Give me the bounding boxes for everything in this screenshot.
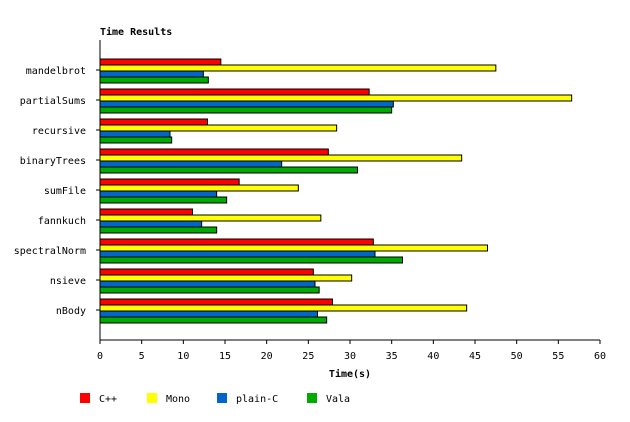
- bar-mandelbrot-plain-c: [99, 70, 204, 78]
- x-tick-label: 30: [344, 351, 356, 362]
- bar-spectralNorm-plain-c: [99, 250, 376, 258]
- x-tick-label: 20: [261, 351, 273, 362]
- x-axis-label: Time(s): [329, 368, 371, 380]
- bar-fannkuch-vala: [99, 226, 218, 234]
- category-label: recursive: [32, 126, 86, 137]
- bar-nsieve-mono: [99, 274, 353, 282]
- bar-nBody-mono: [99, 304, 468, 312]
- x-tick-label: 60: [594, 351, 606, 362]
- tick-labels: 0 5 10 15 20 25 30 35 40 45 50 55 60: [97, 351, 606, 362]
- bar-partialSums-mono: [99, 94, 573, 102]
- bar-nBody-vala: [99, 316, 328, 324]
- x-tick-label: 55: [552, 351, 564, 362]
- category-label: partialSums: [20, 96, 86, 107]
- axes-group: [96, 40, 601, 344]
- bar-sumFile-c-: [99, 178, 240, 186]
- bar-binaryTrees-mono: [99, 154, 463, 162]
- bar-sumFile-plain-c: [99, 190, 218, 198]
- bar-sumFile-mono: [99, 184, 299, 192]
- legend-label-vala: Vala: [326, 394, 350, 405]
- bars-group: [99, 58, 573, 324]
- bar-recursive-vala: [99, 136, 173, 144]
- category-label: binaryTrees: [20, 156, 86, 167]
- x-tick-label: 50: [511, 351, 523, 362]
- bar-fannkuch-mono: [99, 214, 322, 222]
- bar-partialSums-c-: [99, 88, 370, 96]
- bar-recursive-plain-c: [99, 130, 171, 138]
- bar-mandelbrot-mono: [99, 64, 497, 72]
- bar-nsieve-plain-c: [99, 280, 316, 288]
- legend: C++ Mono plain-C Vala: [80, 393, 350, 405]
- bar-nsieve-c-: [99, 268, 314, 276]
- x-tick-label: 35: [386, 351, 398, 362]
- category-label: nBody: [56, 306, 86, 317]
- legend-swatch-c-: [80, 393, 90, 403]
- x-tick-label: 15: [219, 351, 231, 362]
- bar-fannkuch-c-: [99, 208, 193, 216]
- bar-recursive-c-: [99, 118, 208, 126]
- x-tick-label: 0: [97, 351, 103, 362]
- bar-binaryTrees-plain-c: [99, 160, 283, 168]
- bar-mandelbrot-vala: [99, 76, 209, 84]
- bar-mandelbrot-c-: [99, 58, 222, 66]
- bar-spectralNorm-mono: [99, 244, 488, 252]
- bar-nBody-c-: [99, 298, 333, 306]
- bar-binaryTrees-c-: [99, 148, 329, 156]
- category-label: sumFile: [44, 186, 86, 197]
- category-label: nsieve: [50, 276, 86, 287]
- bar-binaryTrees-vala: [99, 166, 358, 174]
- bar-partialSums-plain-c: [99, 100, 394, 108]
- legend-label-mono: Mono: [166, 394, 190, 405]
- legend-swatch-plain-c: [217, 393, 227, 403]
- chart-title: Time Results: [100, 26, 172, 38]
- bar-spectralNorm-c-: [99, 238, 374, 246]
- category-label: fannkuch: [38, 216, 86, 227]
- bar-recursive-mono: [99, 124, 338, 132]
- x-tick-label: 45: [469, 351, 481, 362]
- legend-label-c-: C++: [99, 394, 117, 405]
- x-tick-label: 5: [139, 351, 145, 362]
- category-label: spectralNorm: [14, 246, 86, 257]
- category-labels: mandelbrot partialSums recursive binaryTree…: [14, 66, 86, 317]
- legend-label-plain-c: plain-C: [236, 394, 278, 405]
- x-tick-label: 40: [427, 351, 439, 362]
- x-tick-label: 25: [302, 351, 314, 362]
- bar-nsieve-vala: [99, 286, 320, 294]
- x-tick-label: 10: [177, 351, 189, 362]
- legend-swatch-vala: [307, 393, 317, 403]
- legend-swatch-mono: [147, 393, 157, 403]
- bar-nBody-plain-c: [99, 310, 318, 318]
- bar-spectralNorm-vala: [99, 256, 403, 264]
- bar-fannkuch-plain-c: [99, 220, 203, 228]
- bar-sumFile-vala: [99, 196, 228, 204]
- category-label: mandelbrot: [26, 66, 86, 77]
- bar-partialSums-vala: [99, 106, 393, 114]
